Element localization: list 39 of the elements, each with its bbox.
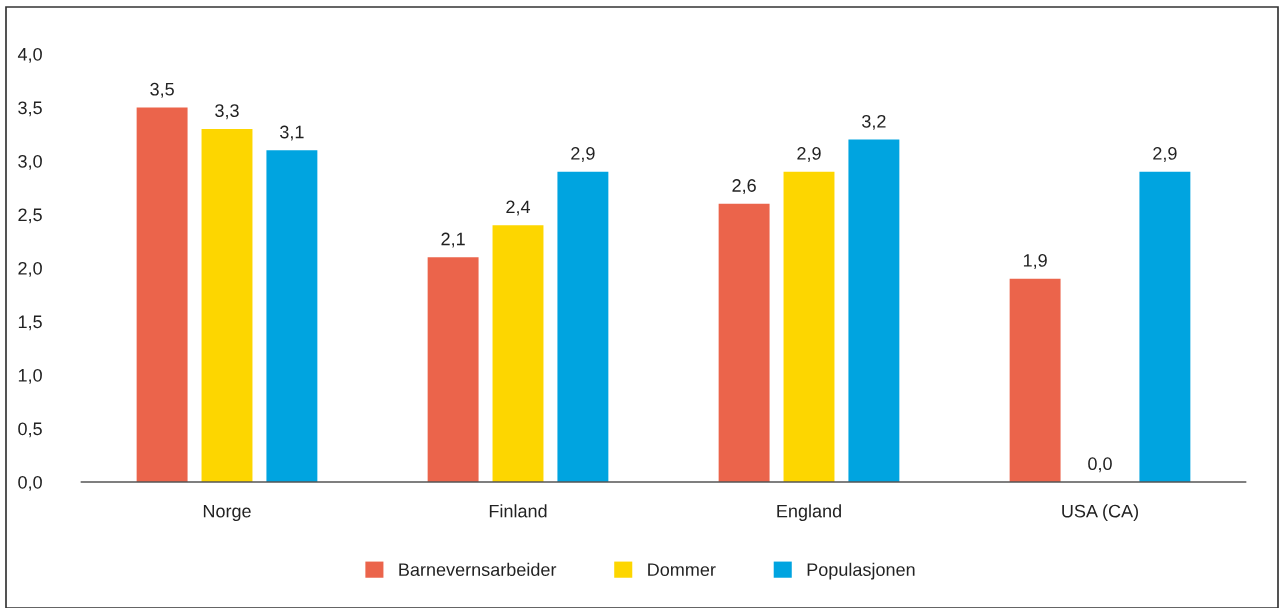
y-tick-label: 2,5 xyxy=(18,208,42,224)
bar xyxy=(783,171,835,482)
bar xyxy=(492,225,544,482)
data-label: 2,9 xyxy=(797,147,821,162)
data-label: 2,1 xyxy=(441,232,465,248)
data-label: 3,3 xyxy=(215,104,239,120)
data-label: 2,6 xyxy=(732,179,756,195)
data-label: 2,9 xyxy=(1153,147,1177,162)
data-label: 0,0 xyxy=(1088,457,1112,473)
y-tick-label: 0,5 xyxy=(18,422,42,438)
data-label: 1,9 xyxy=(1023,254,1047,269)
bar xyxy=(848,139,900,482)
data-label: 3,5 xyxy=(150,82,174,98)
data-label: 2,4 xyxy=(506,200,531,216)
y-tick-label: 1,5 xyxy=(18,315,42,331)
bar xyxy=(427,257,479,482)
x-tick-label: Finland xyxy=(489,504,547,518)
y-tick-label: 3,5 xyxy=(18,101,42,117)
data-label: 3,1 xyxy=(280,125,304,141)
bar xyxy=(557,171,609,482)
data-label: 2,9 xyxy=(571,147,595,162)
bar xyxy=(201,128,253,482)
bar xyxy=(266,150,318,482)
x-tick-label: Norge xyxy=(203,504,251,522)
x-tick-label: USA (CA) xyxy=(1062,504,1139,522)
y-tick-label: 1,0 xyxy=(18,368,42,384)
data-label: 3,2 xyxy=(862,114,886,130)
bar xyxy=(1139,171,1191,482)
y-tick-label: 3,0 xyxy=(18,154,42,170)
legend-label: Dommer xyxy=(648,563,716,577)
x-tick-label: England xyxy=(777,504,841,522)
y-tick-label: 4,0 xyxy=(17,47,42,63)
y-tick-label: 2,0 xyxy=(18,261,42,277)
bar xyxy=(136,107,188,482)
bar xyxy=(1009,278,1061,482)
y-tick-label: 0,0 xyxy=(18,475,42,491)
bar xyxy=(718,203,770,482)
legend-label: Barnevernsarbeider xyxy=(399,562,557,577)
legend-label: Populasjonen xyxy=(807,562,915,580)
